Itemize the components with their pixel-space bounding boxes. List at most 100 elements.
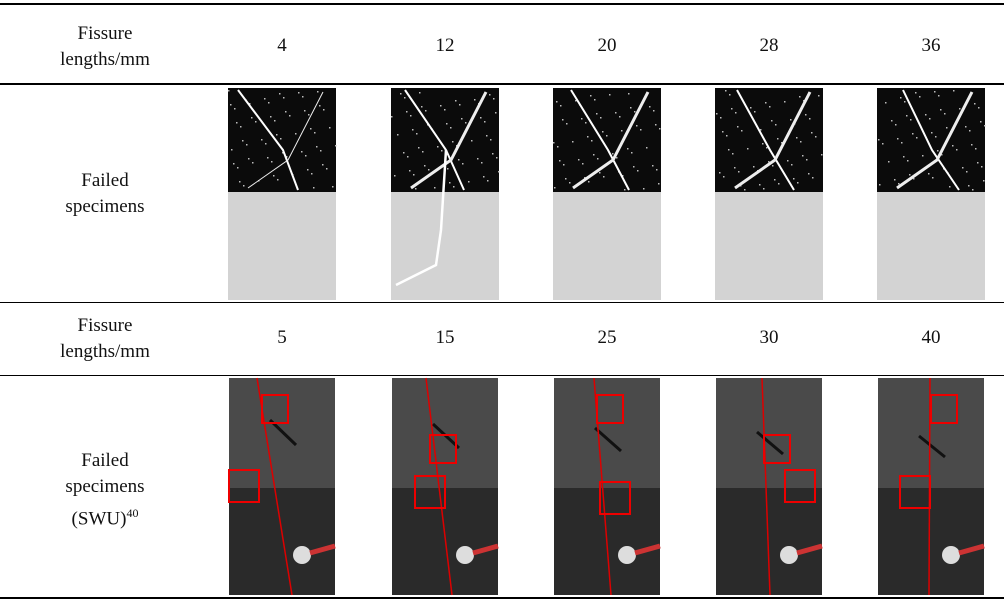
speckle (766, 147, 768, 149)
speckle (406, 111, 408, 113)
speckle (483, 176, 485, 178)
speckle (738, 171, 740, 173)
speckle (240, 126, 242, 128)
speckle (335, 145, 337, 147)
speckle (888, 161, 890, 163)
speckle (722, 131, 724, 133)
speckle (878, 139, 880, 141)
speckle (731, 108, 733, 110)
speckle (332, 186, 334, 188)
speckle (946, 127, 948, 129)
speckle (882, 143, 884, 145)
speckle (910, 119, 912, 121)
speckle (565, 178, 567, 180)
speckle (940, 109, 942, 111)
speckle (590, 95, 592, 97)
speckle (413, 174, 415, 176)
speckle (959, 108, 961, 110)
speckle (449, 182, 451, 184)
label-line: lengths/mm (0, 47, 210, 73)
speckle (228, 90, 230, 92)
speckle (320, 150, 322, 152)
speckle (734, 167, 736, 169)
speckle (944, 113, 946, 115)
speckle (285, 111, 287, 113)
speckle (811, 132, 813, 134)
speckle (744, 189, 746, 191)
speckle (901, 142, 903, 144)
speckle (308, 114, 310, 116)
simulation-bottom (715, 192, 823, 300)
speckle (916, 137, 918, 139)
speckle (909, 174, 911, 176)
speckle (251, 117, 253, 119)
speckle (593, 154, 595, 156)
speckle (956, 149, 958, 151)
speckle (422, 151, 424, 153)
speckle (560, 105, 562, 107)
speckle (233, 163, 235, 165)
speckle (403, 152, 405, 154)
speckle (450, 127, 452, 129)
speckle (725, 90, 727, 92)
speckle (649, 106, 651, 108)
speckle (455, 100, 457, 102)
speckle (903, 156, 905, 158)
simulation-top (877, 88, 985, 192)
simulation-top (715, 88, 823, 192)
speckle (719, 172, 721, 174)
speckle (931, 132, 933, 134)
speckle (815, 136, 817, 138)
label-line: Fissure (0, 21, 210, 47)
speckle (643, 188, 645, 190)
speckle (261, 139, 263, 141)
speckle (419, 92, 421, 94)
speckle (726, 135, 728, 137)
page: Fissurelengths/mm412202836Failedspecimen… (0, 0, 1004, 602)
speckle (778, 183, 780, 185)
speckle (812, 177, 814, 179)
speckle (554, 187, 556, 189)
speckle (949, 186, 951, 188)
speckle (981, 166, 983, 168)
speckle (412, 129, 414, 131)
gauge (618, 546, 636, 564)
speckle (925, 114, 927, 116)
speckle (489, 94, 491, 96)
speckle (407, 156, 409, 158)
speckle (329, 127, 331, 129)
speckle (428, 169, 430, 171)
row-label: Fissurelengths/mm (0, 21, 210, 73)
speckle (562, 119, 564, 121)
speckle (971, 144, 973, 146)
cell-value: 15 (385, 327, 505, 349)
speckle (559, 160, 561, 162)
speckle (462, 163, 464, 165)
speckle (772, 165, 774, 167)
speckle (444, 109, 446, 111)
speckle (984, 125, 986, 127)
speckle (323, 109, 325, 111)
speckle (418, 147, 420, 149)
speckle (283, 97, 285, 99)
speckle (737, 126, 739, 128)
speckle (553, 142, 555, 144)
speckle (492, 153, 494, 155)
speckle (474, 99, 476, 101)
speckle (237, 167, 239, 169)
speckle (246, 144, 248, 146)
cell-value: 28 (709, 35, 829, 57)
speckle (307, 169, 309, 171)
speckle (978, 107, 980, 109)
speckle (591, 140, 593, 142)
speckle (612, 153, 614, 155)
speckle (231, 149, 233, 151)
speckle (907, 160, 909, 162)
speckle (621, 130, 623, 132)
speckle (966, 171, 968, 173)
cell-value: 25 (547, 327, 667, 349)
speckle (937, 150, 939, 152)
speckle (468, 181, 470, 183)
